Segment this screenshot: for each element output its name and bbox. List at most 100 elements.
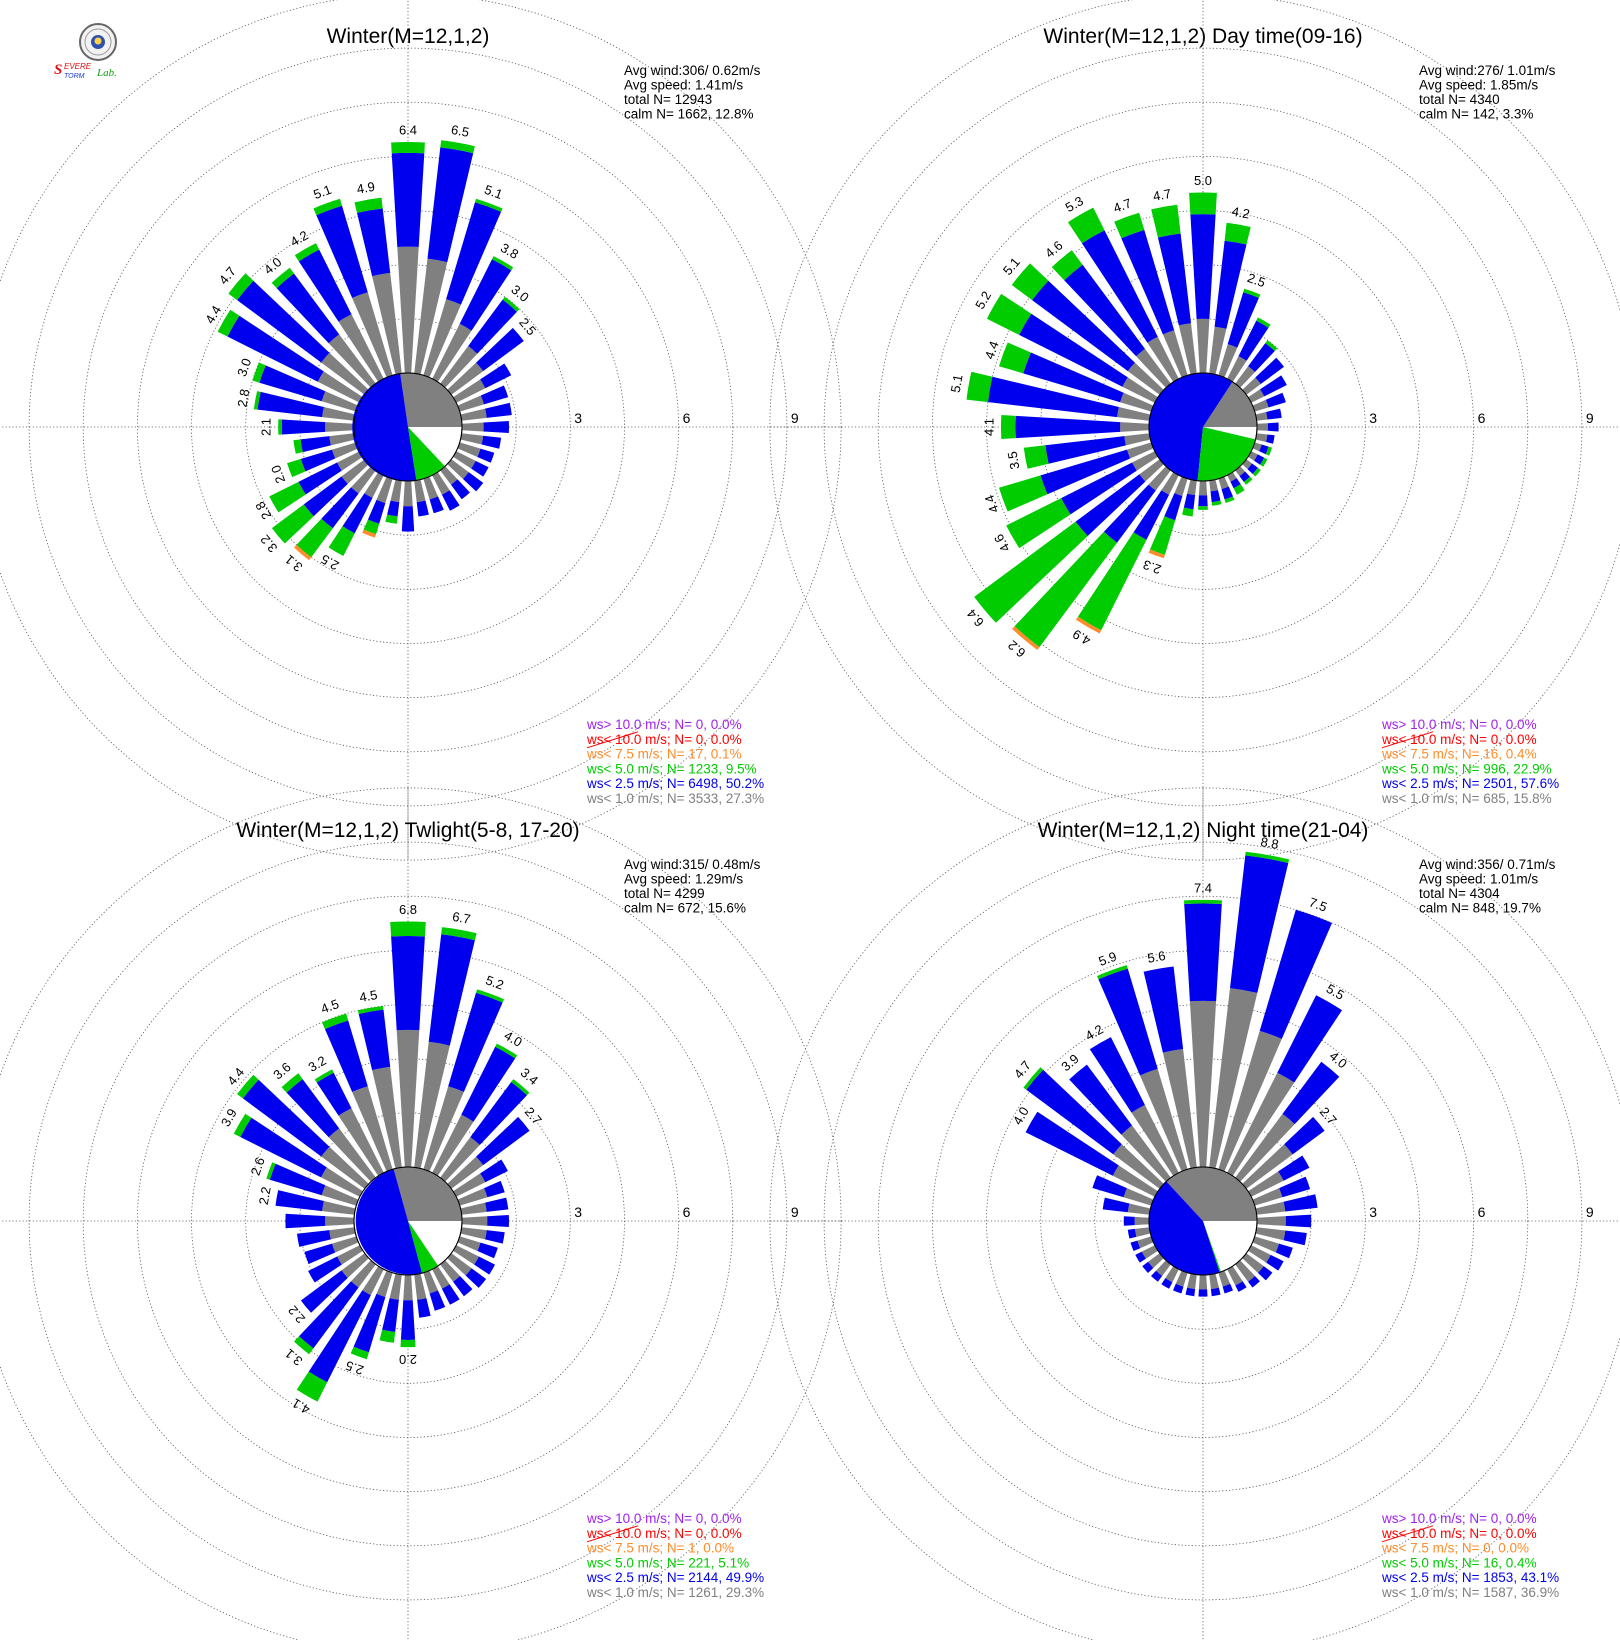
bar-segment-lt2_5 <box>1285 1214 1312 1228</box>
stats-line: total N= 4340 <box>1419 92 1500 107</box>
bar-segment-lt5 <box>1224 496 1235 503</box>
grid-ring <box>823 841 1583 1601</box>
bar-segment-lt2_5 <box>1015 415 1121 439</box>
bar-segment-lt2_5 <box>1265 392 1286 408</box>
bar-segment-lt2_5 <box>1284 1116 1325 1155</box>
bar-segment-lt5 <box>492 256 514 271</box>
bar-segment-lt2_5 <box>303 476 348 517</box>
bar-segment-lt2_5 <box>988 376 1119 418</box>
bar-segment-lt1 <box>1252 399 1269 412</box>
bar-segment-lt2_5 <box>1127 1228 1137 1239</box>
bar-segment-lt2_5 <box>448 992 503 1092</box>
bar-segment-lt1 <box>1117 407 1151 421</box>
bar-segment-lt2_5 <box>483 421 509 433</box>
legend-entry: ws< 5.0 m/s; N= 16, 0.4% <box>1381 1555 1537 1570</box>
bar-segment-lt1 <box>423 1086 464 1172</box>
bar-segment-lt1 <box>1198 480 1208 496</box>
bar-segment-lt2_5 <box>1266 408 1282 420</box>
bar-total-label: 2.5 <box>1245 270 1267 290</box>
bar-segment-lt1 <box>390 479 402 503</box>
bar-segment-lt1 <box>321 1185 359 1206</box>
center-pie-outline <box>1148 372 1258 482</box>
legend-entry: ws< 5.0 m/s; N= 996, 22.9% <box>1381 761 1552 776</box>
stats-line: Avg speed: 1.41m/s <box>624 78 743 93</box>
stats-line: Avg speed: 1.01m/s <box>1419 872 1538 887</box>
legend-entry: ws< 2.5 m/s; N= 2501, 57.6% <box>1381 776 1559 791</box>
bar-segment-lt2_5 <box>1198 495 1208 507</box>
bar-segment-lt1 <box>1134 1216 1150 1226</box>
ring-label: 6 <box>683 1204 691 1220</box>
bar-segment-lt2_5 <box>308 1256 342 1283</box>
bar-segment-lt2_5 <box>257 391 324 418</box>
bar-segment-lt1 <box>1209 988 1258 1169</box>
center-pie-slice-lt5 <box>408 1221 439 1274</box>
bar-segment-lt1 <box>337 451 363 471</box>
bar-segment-lt2_5 <box>1098 968 1158 1076</box>
grid-ring <box>136 155 680 699</box>
bar-segment-lt2_5 <box>1248 1276 1260 1288</box>
bar-total-label: 3.1 <box>282 552 305 575</box>
bar-segment-lt5 <box>1011 263 1049 301</box>
bar-segment-lt1 <box>447 459 469 479</box>
bar-segment-lt2_5 <box>1064 264 1145 357</box>
bar-segment-lt5 <box>1051 250 1083 281</box>
bar-segment-lt2_5 <box>1184 903 1222 1002</box>
bar-total-label: 8.8 <box>1259 834 1279 852</box>
bar-total-label: 5.2 <box>484 972 506 992</box>
bar-segment-lt2_5 <box>470 1082 527 1145</box>
bar-segment-lt2_5 <box>480 363 512 389</box>
bar-segment-lt2_5 <box>1198 1289 1208 1297</box>
bar-segment-lt1 <box>1198 1274 1208 1290</box>
bar-segment-lt2_5 <box>1239 471 1250 482</box>
bar-segment-lt1 <box>1112 1165 1158 1197</box>
bar-total-label: 4.4 <box>224 1065 247 1088</box>
bar-total-label: 6.8 <box>399 902 417 917</box>
bar-segment-lt5 <box>1023 445 1049 469</box>
bar-segment-lt2_5 <box>1069 1064 1133 1135</box>
bar-segment-lt2_5 <box>298 249 352 322</box>
bar-segment-lt1 <box>457 442 481 457</box>
bar-segment-lt1 <box>1189 1000 1217 1168</box>
bar-segment-lt7_5 <box>1075 616 1102 634</box>
svg-text:EVERE: EVERE <box>64 62 92 71</box>
bar-segment-lt2_5 <box>1235 1281 1247 1292</box>
ring-label: 3 <box>1369 1204 1377 1220</box>
bar-segment-lt5 <box>511 1079 530 1096</box>
bar-segment-lt5 <box>287 458 306 478</box>
bar-segment-lt2_5 <box>1075 474 1146 536</box>
bar-segment-lt2_5 <box>275 1190 324 1212</box>
bar-segment-lt1 <box>457 1236 481 1251</box>
bar-total-label: 3.8 <box>498 240 521 262</box>
bar-segment-lt2_5 <box>1190 214 1216 319</box>
bar-segment-lt5 <box>271 267 294 289</box>
bar-segment-lt7_5 <box>1012 626 1040 650</box>
bar-total-label: 2.6 <box>248 1155 268 1177</box>
bar-segment-lt5 <box>314 1069 334 1083</box>
bar-segment-lt1 <box>1139 459 1164 482</box>
legend-entry: ws< 1.0 m/s; N= 685, 15.8% <box>1381 791 1552 806</box>
bar-segment-lt5 <box>1233 484 1245 495</box>
bar-segment-lt1 <box>329 433 356 446</box>
bar-total-label: 2.3 <box>1141 557 1163 577</box>
stats-line: calm N= 672, 15.6% <box>624 901 746 916</box>
bar-segment-lt1 <box>1127 362 1164 395</box>
bar-segment-lt2_5 <box>1026 1069 1122 1155</box>
bar-segment-lt5 <box>1211 500 1222 506</box>
legend-entry: ws> 10.0 m/s; N= 0, 0.0% <box>1381 717 1537 732</box>
stats-line: calm N= 142, 3.3% <box>1419 107 1533 122</box>
bar-segment-lt1 <box>341 459 369 484</box>
bar-segment-lt1 <box>1248 1171 1284 1197</box>
bar-segment-lt5 <box>1023 1067 1044 1090</box>
bar-total-label: 5.1 <box>1000 254 1023 277</box>
bar-total-label: 4.0 <box>1327 1048 1350 1071</box>
bar-total-label: 4.9 <box>356 179 376 197</box>
bar-segment-lt2_5 <box>1214 240 1247 329</box>
bar-segment-lt2_5 <box>441 1284 460 1305</box>
svg-text:Lab.: Lab. <box>96 67 117 79</box>
legend-entry: ws< 7.5 m/s; N= 0, 0.0% <box>1381 1541 1529 1556</box>
bar-segment-lt2_5 <box>477 448 495 463</box>
severe-storm-lab-logo: S EVERE TORM Lab. <box>52 22 144 84</box>
bar-segment-lt5 <box>999 475 1048 512</box>
bar-total-label: 4.7 <box>1152 186 1172 204</box>
